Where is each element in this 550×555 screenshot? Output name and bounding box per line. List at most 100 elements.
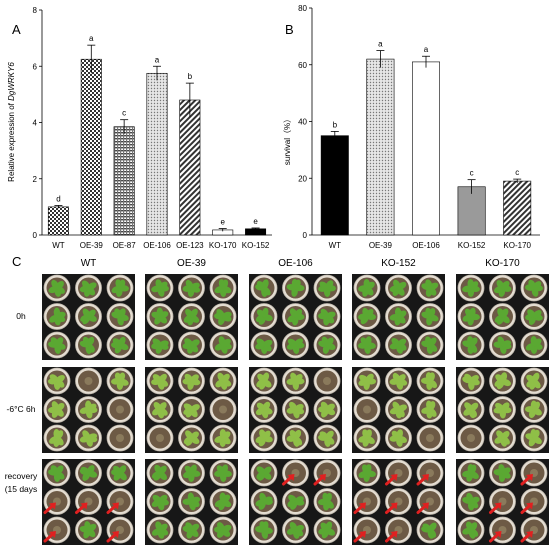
leaf: [190, 404, 200, 412]
leaf: [532, 310, 542, 319]
bar: [47, 206, 69, 236]
bar: [457, 186, 486, 236]
leaf: [294, 496, 304, 504]
leaf: [55, 465, 64, 475]
leaf: [397, 281, 407, 290]
y-tick-label: 40: [298, 118, 307, 127]
leaf: [469, 281, 479, 290]
leaf: [365, 308, 374, 318]
leaf: [190, 308, 198, 318]
leaf: [190, 496, 201, 504]
leaf: [262, 430, 271, 440]
red-arrowhead: [287, 474, 295, 481]
leaf: [428, 282, 439, 290]
leaf: [190, 282, 200, 290]
significance-letter: e: [220, 218, 225, 227]
category-label: OE-106: [412, 241, 440, 250]
leaf: [365, 373, 374, 383]
significance-letter: c: [122, 109, 126, 118]
leaf: [397, 374, 406, 383]
category-label: KO-152: [242, 241, 270, 250]
leaf: [532, 429, 540, 440]
red-arrowhead: [526, 474, 533, 481]
y-axis-label-gene: DgWRKY6: [7, 62, 16, 101]
leaf: [397, 310, 407, 319]
leaf: [261, 521, 269, 532]
category-label: WT: [329, 241, 342, 250]
category-label: KO-170: [503, 241, 531, 250]
red-arrowhead: [390, 531, 398, 538]
leaf: [55, 374, 65, 383]
leaf: [532, 401, 541, 411]
leaf: [428, 401, 436, 411]
leaf: [158, 340, 169, 348]
leaf: [396, 429, 404, 440]
leaf: [294, 309, 303, 318]
row-label: recovery: [5, 471, 38, 481]
leaf: [221, 311, 232, 319]
dead-plant: [116, 434, 124, 442]
leaf: [262, 496, 273, 504]
red-arrowhead: [422, 502, 429, 510]
leaf: [364, 464, 372, 475]
leaf: [469, 402, 479, 411]
leaf: [468, 307, 476, 318]
leaf: [87, 523, 97, 532]
y-tick-label: 4: [33, 119, 38, 128]
leaf: [500, 308, 509, 318]
leaf: [325, 430, 334, 440]
row-label: -6°C 6h: [7, 404, 36, 414]
dead-plant: [426, 434, 434, 442]
leaf: [365, 281, 375, 290]
leaf: [158, 281, 168, 290]
bar: [412, 61, 440, 236]
dead-plant: [323, 377, 331, 385]
leaf: [158, 402, 167, 411]
dead-plant: [116, 405, 124, 414]
leaf: [87, 433, 98, 441]
y-tick-label: 20: [298, 174, 307, 183]
leaf: [158, 373, 167, 383]
leaf: [469, 337, 478, 347]
leaf: [87, 403, 97, 412]
leaf: [261, 307, 269, 318]
leaf: [325, 403, 335, 412]
leaf: [262, 339, 273, 348]
leaf: [190, 523, 200, 532]
category-label: OE-106: [143, 241, 171, 250]
leaf: [55, 337, 64, 347]
leaf: [365, 429, 372, 440]
bar: [503, 180, 532, 236]
leaf: [427, 372, 435, 383]
leaf: [325, 492, 332, 503]
leaf: [469, 464, 477, 475]
chart-a: 0 2 4 6 8 d WT a OE-39 c OE-87 a OE-106 b OE-123 e KO-17…: [7, 6, 272, 250]
leaf: [500, 372, 508, 383]
category-label: OE-39: [80, 241, 104, 250]
leaf: [262, 466, 272, 475]
leaf: [86, 465, 95, 475]
leaf: [86, 336, 95, 347]
category-label: OE-123: [176, 241, 204, 250]
leaf: [294, 374, 303, 383]
significance-letter: a: [89, 34, 94, 43]
y-axis-label: Relative expression of DgWRKY6: [7, 62, 16, 182]
significance-letter: c: [470, 169, 474, 178]
red-arrowhead: [359, 502, 366, 510]
leaf: [501, 467, 511, 475]
leaf: [532, 372, 540, 383]
y-tick-label: 0: [33, 231, 38, 240]
leaf: [397, 404, 407, 412]
panel-c-letter: C: [12, 254, 21, 269]
leaf: [55, 430, 64, 440]
red-arrowhead: [526, 531, 533, 538]
leaf: [221, 279, 229, 290]
leaf: [221, 373, 230, 383]
leaf: [221, 338, 231, 347]
significance-letter: c: [515, 168, 519, 177]
y-tick-label: 60: [298, 61, 307, 70]
panel-a-letter: A: [12, 22, 21, 37]
leaf: [190, 431, 199, 440]
y-tick-label: 6: [33, 62, 38, 71]
